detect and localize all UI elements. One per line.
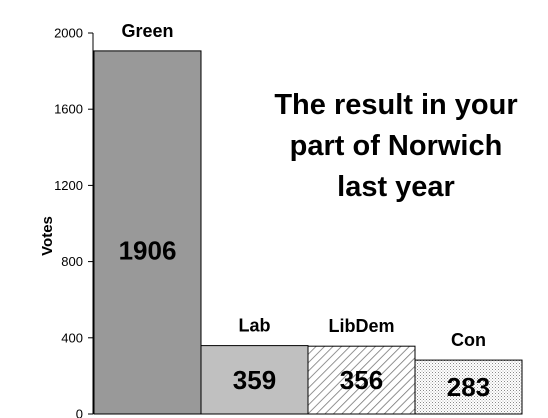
value-label-con: 283 bbox=[447, 372, 490, 402]
y-tick-label: 1600 bbox=[54, 102, 83, 117]
category-label-libdem: LibDem bbox=[328, 316, 394, 336]
y-tick-label: 0 bbox=[76, 407, 83, 418]
y-tick-label: 2000 bbox=[54, 26, 83, 41]
value-label-libdem: 356 bbox=[340, 365, 383, 395]
bar-con bbox=[414, 359, 523, 415]
category-label-green: Green bbox=[121, 21, 173, 41]
bar-libdem bbox=[307, 345, 416, 415]
bar-lab bbox=[200, 345, 309, 415]
y-tick-label: 400 bbox=[61, 330, 83, 345]
chart-title-line-2: part of Norwich bbox=[290, 130, 503, 162]
chart-title-line-1: The result in your bbox=[274, 89, 517, 121]
y-axis-ticks: 0 400 800 1200 1600 2000 bbox=[54, 26, 93, 418]
bar-green bbox=[93, 50, 202, 415]
category-label-lab: Lab bbox=[238, 316, 270, 336]
chart-title-line-3: last year bbox=[337, 171, 455, 203]
bars-layer: Green 1906 Lab 359 LibDem 356 Con 283 bbox=[93, 21, 523, 415]
value-label-lab: 359 bbox=[233, 365, 276, 395]
y-axis-label: Votes bbox=[39, 216, 56, 256]
y-tick-label: 800 bbox=[61, 254, 83, 269]
chart-title: The result in your part of Norwich last … bbox=[274, 89, 517, 203]
y-tick-label: 1200 bbox=[54, 178, 83, 193]
value-label-green: 1906 bbox=[119, 236, 177, 266]
category-label-con: Con bbox=[451, 330, 486, 350]
